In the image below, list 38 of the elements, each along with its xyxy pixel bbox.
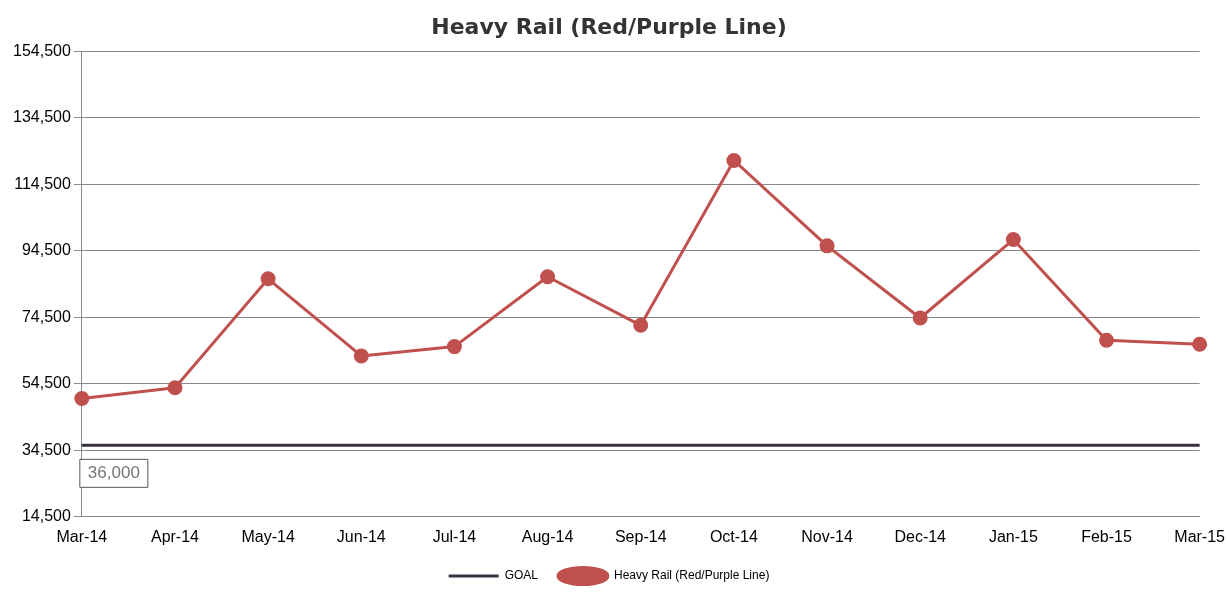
chart-title: Heavy Rail (Red/Purple Line) <box>431 13 787 39</box>
point <box>446 339 462 355</box>
x-tick-label: Sep-14 <box>614 527 667 545</box>
point <box>1005 232 1021 248</box>
x-tick-label: May-14 <box>241 527 295 545</box>
point <box>260 271 276 287</box>
y-tick-label: 34,500 <box>21 440 71 458</box>
point <box>167 380 183 396</box>
x-tick-label: Feb-15 <box>1081 527 1132 545</box>
data-label: 36,000 <box>87 463 140 483</box>
legend-label: GOAL <box>504 568 539 583</box>
y-tick-label: 94,500 <box>21 241 71 259</box>
point <box>726 152 742 168</box>
point <box>819 238 835 254</box>
point <box>912 310 928 326</box>
point <box>353 348 369 364</box>
legend-label: Heavy Rail (Red/Purple Line) <box>613 568 770 583</box>
y-tick-label: 14,500 <box>21 507 71 525</box>
x-tick-label: Jun-14 <box>336 527 386 545</box>
y-tick-label: 154,500 <box>12 41 71 59</box>
x-tick-label: Jan-15 <box>988 527 1038 545</box>
point <box>1192 336 1208 352</box>
y-tick-label: 134,500 <box>12 108 71 126</box>
x-tick-label: Apr-14 <box>150 527 200 545</box>
x-tick-label: Jul-14 <box>432 527 477 545</box>
x-tick-label: Aug-14 <box>521 527 574 545</box>
x-tick-label: Mar-14 <box>56 527 108 545</box>
x-tick-label: Mar-15 <box>1174 527 1226 545</box>
x-tick-label: Dec-14 <box>894 527 947 545</box>
point <box>74 390 90 406</box>
point <box>540 269 556 285</box>
x-tick-label: Nov-14 <box>801 527 853 545</box>
x-tick-label: Oct-14 <box>709 527 759 545</box>
point <box>633 317 649 333</box>
y-tick-label: 54,500 <box>21 374 71 392</box>
point <box>1099 332 1115 348</box>
y-tick-label: 114,500 <box>14 174 71 192</box>
y-tick-label: 74,500 <box>21 307 71 325</box>
